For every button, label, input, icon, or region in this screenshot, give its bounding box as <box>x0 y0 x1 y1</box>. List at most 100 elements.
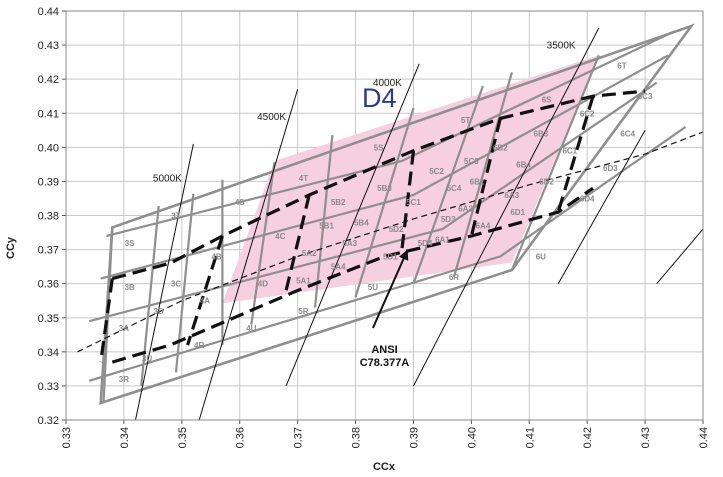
y-axis-title: CCy <box>5 236 17 259</box>
bin-label: 4S <box>235 198 245 207</box>
bin-label: 5T <box>461 116 470 125</box>
bin-label: 5A4 <box>331 263 346 272</box>
y-tick-label: 0.42 <box>38 74 59 86</box>
x-tick-label: 0.42 <box>582 427 594 448</box>
ansi-boundary-line <box>186 235 224 346</box>
bin-grid-line <box>102 227 114 402</box>
planckian-locus-line <box>77 131 704 353</box>
chart-axes: 0.33 0.34 0.35 0.36 0.37 0.38 0.39 0.40 0.41 0.42… <box>38 6 710 448</box>
x-tick-label: 0.40 <box>466 427 478 448</box>
x-tick-label: 0.41 <box>524 427 536 448</box>
bin-label: 4R <box>194 341 204 350</box>
x-tick-label: 0.43 <box>640 427 652 448</box>
bin-label: 6U <box>536 252 546 261</box>
bin-grid-line <box>106 30 675 238</box>
plot-frame <box>65 10 704 421</box>
bin-label: 6C4 <box>620 130 635 139</box>
isotherm-line <box>413 27 600 387</box>
annotation-arrow-head <box>399 249 409 261</box>
bin-label: 6D4 <box>580 194 595 203</box>
y-tick-label: 0.32 <box>38 415 59 427</box>
bin-label: 6D2 <box>539 177 554 186</box>
y-tick-label: 0.39 <box>38 176 59 188</box>
bin-label: 5D1 <box>383 252 398 261</box>
y-tick-label: 0.33 <box>38 381 59 393</box>
bin-label: 5A1 <box>296 276 311 285</box>
bin-label: 3U <box>142 355 152 364</box>
x-tick-label: 0.39 <box>408 427 420 448</box>
bin-labels: 3S 3T 3C 3B 3D 3A 3U 3R 4S 4B 4A 4R 4T 4C 4D 4U 5S 5B2 5B1… <box>119 62 653 385</box>
isotherm-label: 4000K <box>373 78 402 89</box>
bin-label: 6S <box>542 96 552 105</box>
bin-label: 6T <box>617 62 626 71</box>
bin-label: 6B1 <box>470 177 485 186</box>
x-tick-label: 0.36 <box>235 427 247 448</box>
isotherm-label: 5000K <box>153 173 182 184</box>
ansi-boundary-line <box>99 278 114 363</box>
y-tick-label: 0.44 <box>38 6 59 18</box>
y-tick-label: 0.38 <box>38 211 59 223</box>
bin-label: 6A3 <box>505 191 520 200</box>
bin-label: 6A4 <box>476 222 491 231</box>
bin-grid <box>88 23 695 405</box>
bin-label: 4T <box>299 174 308 183</box>
bin-label: 5A2 <box>302 249 317 258</box>
bin-label: 3C <box>171 280 181 289</box>
bin-label: 5B1 <box>319 222 334 231</box>
y-tick-label: 0.36 <box>38 279 59 291</box>
bin-label: 5R <box>298 307 308 316</box>
y-tick-label: 0.34 <box>38 347 59 359</box>
ansi-boundary-line <box>284 194 311 291</box>
isotherm-line <box>557 130 646 284</box>
bin-label: 5B4 <box>354 218 369 227</box>
bin-label: 4B <box>211 252 221 261</box>
bin-label: 4A <box>200 297 210 306</box>
bin-grid-line <box>250 162 276 325</box>
bin-label: 6C1 <box>562 147 577 156</box>
bin-label: 3A <box>119 324 129 333</box>
x-tick-label: 0.33 <box>61 427 73 448</box>
bin-grid-line <box>510 54 600 271</box>
bin-label: 4C <box>275 232 285 241</box>
bin-label: 6A2 <box>458 205 473 214</box>
isotherm-label: 3500K <box>547 40 576 51</box>
bin-label: 4D <box>258 280 268 289</box>
bin-label: 3S <box>125 239 135 248</box>
bin-label: 5C3 <box>464 157 479 166</box>
y-tick-label: 0.35 <box>38 313 59 325</box>
bin-grid-line <box>100 54 669 280</box>
isotherm-line <box>656 228 704 285</box>
isotherm-label: 4500K <box>257 112 286 123</box>
isotherm-lines: 5000K 4500K 4000K 3500K <box>135 27 704 421</box>
x-tick-label: 0.34 <box>119 427 131 448</box>
bin-label: 6B2 <box>493 143 508 152</box>
bin-grid-line <box>313 134 334 308</box>
bin-label: 3D <box>154 307 164 316</box>
bin-label: 3B <box>125 283 135 292</box>
bin-grid-line <box>452 72 513 278</box>
bin-label: 4U <box>246 324 256 333</box>
bin-label: 5D2 <box>389 225 404 234</box>
y-tick-label: 0.41 <box>38 108 59 120</box>
bin-label: 6C3 <box>638 92 653 101</box>
bin-label: 5C4 <box>447 184 462 193</box>
bin-grid-line <box>140 205 160 387</box>
bin-label: 6B4 <box>516 160 531 169</box>
isotherm-line <box>135 143 194 421</box>
bin-label: 5U <box>368 283 378 292</box>
y-tick-label: 0.37 <box>38 245 59 257</box>
annotation-text-line: ANSI <box>371 344 397 356</box>
bin-label: 6C2 <box>580 109 595 118</box>
isotherm-line <box>198 89 299 421</box>
bin-label: 6R <box>449 273 459 282</box>
planckian-locus <box>77 131 704 353</box>
bin-label: 3T <box>171 212 180 221</box>
isotherm-line <box>285 63 420 387</box>
annotation-text-line: C78.377A <box>360 357 410 369</box>
annotation-arrow-line <box>372 249 409 329</box>
bin-label: 6B3 <box>534 130 549 139</box>
ansi-boundary-line <box>400 150 416 250</box>
bin-grid-line <box>412 85 484 285</box>
bin-label: 6D1 <box>510 208 525 217</box>
